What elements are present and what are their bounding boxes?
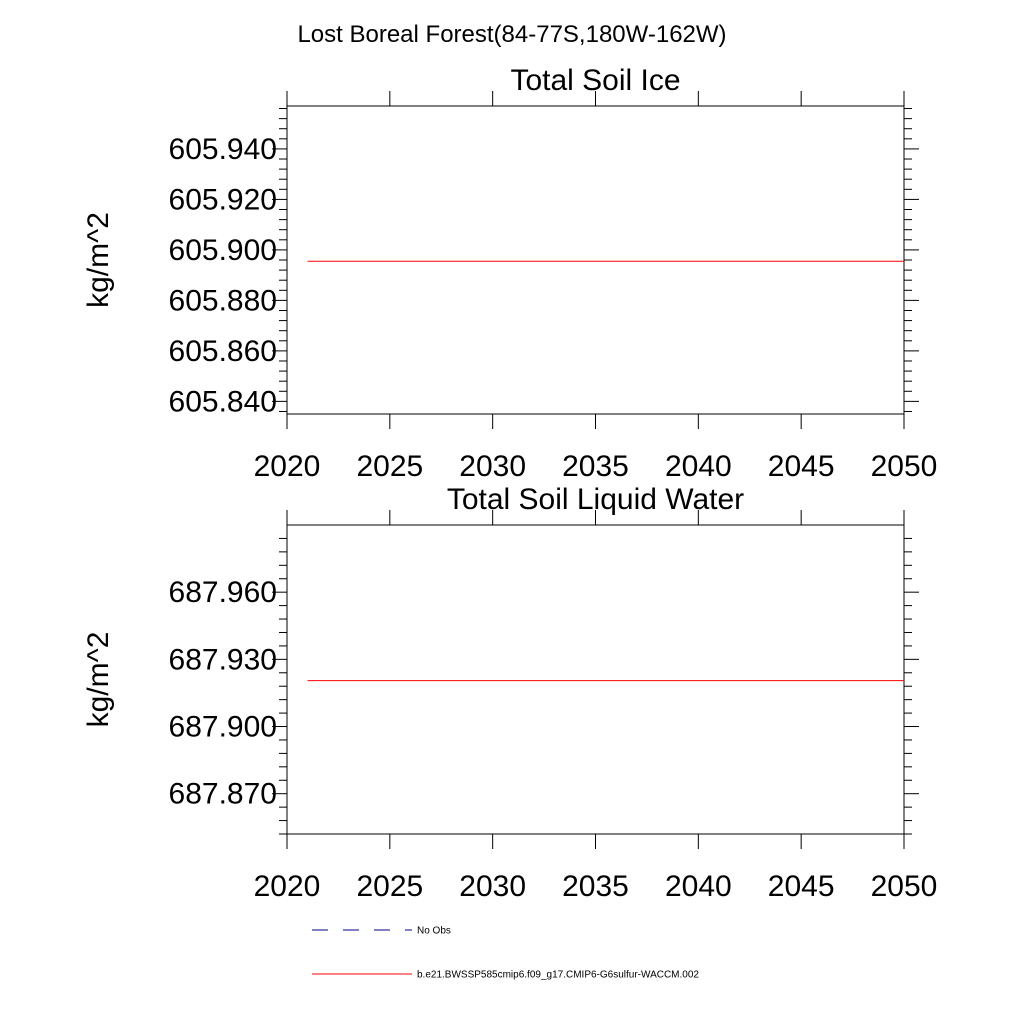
x-tick-label: 2050	[871, 870, 938, 903]
x-tick-label: 2045	[768, 870, 835, 903]
x-tick-label: 2025	[356, 450, 423, 483]
x-tick-label: 2030	[459, 870, 526, 903]
figure-title: Lost Boreal Forest(84-77S,180W-162W)	[297, 21, 726, 48]
y-tick-label: 687.870	[169, 778, 277, 811]
legend: No Obs b.e21.BWSSP585cmip6.f09_g17.CMIP6-…	[312, 926, 699, 981]
x-tick-label: 2045	[768, 450, 835, 483]
x-tick-label: 2050	[871, 450, 938, 483]
y-tick-label: 687.960	[169, 576, 277, 609]
y-tick-label: 605.840	[169, 385, 277, 418]
y-tick-label: 605.860	[169, 335, 277, 368]
legend-label-2: b.e21.BWSSP585cmip6.f09_g17.CMIP6-G6sulf…	[417, 970, 699, 981]
y-tick-label: 605.880	[169, 284, 277, 317]
y-tick-label: 605.920	[169, 183, 277, 216]
legend-label-1: No Obs	[417, 926, 451, 937]
plot-frame	[286, 524, 905, 835]
x-tick-label: 2025	[356, 870, 423, 903]
x-tick-label: 2020	[254, 870, 321, 903]
x-tick-label: 2020	[254, 450, 321, 483]
x-tick-label: 2040	[665, 870, 732, 903]
x-tick-label: 2035	[562, 870, 629, 903]
x-tick-label: 2035	[562, 450, 629, 483]
plot-frame	[286, 105, 905, 415]
y-tick-label: 687.930	[169, 643, 277, 676]
y-axis-label: kg/m^2	[82, 632, 115, 728]
y-tick-label: 687.900	[169, 711, 277, 744]
x-tick-label: 2030	[459, 450, 526, 483]
x-tick-label: 2040	[665, 450, 732, 483]
y-axis-label: kg/m^2	[82, 212, 115, 308]
y-tick-label: 605.900	[169, 234, 277, 267]
y-tick-label: 605.940	[169, 133, 277, 166]
